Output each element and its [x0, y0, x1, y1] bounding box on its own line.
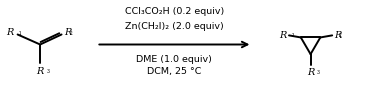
Text: R: R	[6, 28, 14, 37]
Text: ₃: ₃	[46, 67, 49, 75]
Text: CCl₃CO₂H (0.2 equiv): CCl₃CO₂H (0.2 equiv)	[125, 7, 224, 16]
Text: ₁: ₁	[14, 29, 21, 37]
Text: R: R	[307, 68, 314, 77]
Text: ₁: ₁	[287, 31, 294, 39]
Text: ₂: ₂	[334, 31, 342, 39]
Text: R: R	[64, 28, 72, 37]
Text: ₃: ₃	[317, 68, 320, 75]
Text: ₂: ₂	[64, 29, 72, 37]
Text: R: R	[279, 31, 287, 40]
Text: DME (1.0 equiv): DME (1.0 equiv)	[136, 55, 212, 64]
Text: Zn(CH₂I)₂ (2.0 equiv): Zn(CH₂I)₂ (2.0 equiv)	[125, 22, 224, 31]
Text: R: R	[334, 31, 342, 40]
Text: R: R	[37, 67, 44, 76]
Text: DCM, 25 °C: DCM, 25 °C	[147, 67, 202, 76]
